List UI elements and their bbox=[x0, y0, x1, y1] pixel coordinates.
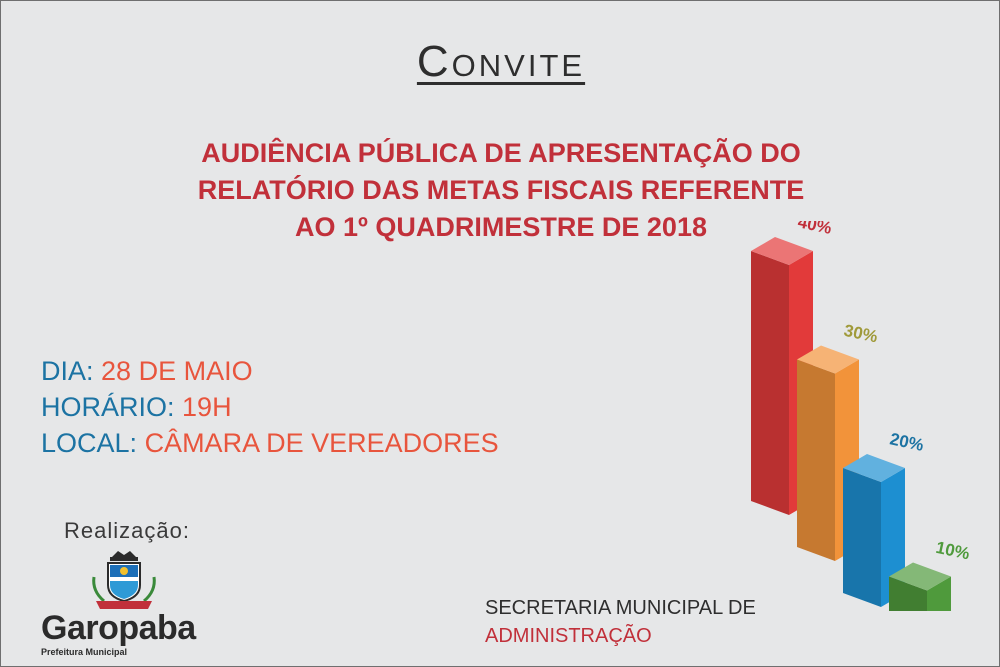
date-row: DIA: 28 DE MAIO bbox=[41, 353, 499, 389]
event-heading: AUDIÊNCIA PÚBLICA DE APRESENTAÇÃO DO REL… bbox=[151, 135, 851, 246]
heading-line-2: RELATÓRIO DAS METAS FISCAIS REFERENTE bbox=[197, 175, 805, 205]
bar-top-4 bbox=[889, 562, 951, 591]
page-title: Convite bbox=[416, 37, 586, 86]
heading-line-1: AUDIÊNCIA PÚBLICA DE APRESENTAÇÃO DO bbox=[201, 138, 801, 168]
bar-chart: 40% 30% 20% 10% bbox=[751, 221, 971, 611]
bar-top-1 bbox=[751, 237, 813, 265]
bar-label-3: 20% bbox=[888, 429, 925, 455]
bar-front-3 bbox=[843, 468, 881, 607]
time-label: HORÁRIO: bbox=[41, 392, 175, 422]
bar-top-2 bbox=[797, 345, 859, 374]
bar-top-3 bbox=[843, 454, 905, 482]
municipal-crest-icon bbox=[92, 551, 156, 609]
time-row: HORÁRIO: 19H bbox=[41, 389, 499, 425]
location-label: LOCAL: bbox=[41, 428, 138, 458]
heading-line-3: AO 1º QUADRIMESTRE DE 2018 bbox=[295, 212, 707, 242]
secretariat-line-2: ADMINISTRAÇÃO bbox=[485, 625, 652, 647]
municipality-name: Garopaba bbox=[41, 609, 196, 647]
municipality-subtitle: Prefeitura Municipal bbox=[41, 647, 128, 657]
bar-label-4: 10% bbox=[934, 538, 971, 564]
location-value: CÂMARA DE VEREADORES bbox=[144, 428, 499, 458]
bar-label-2: 30% bbox=[842, 321, 879, 347]
bar-front-4 bbox=[889, 576, 927, 611]
event-details: DIA: 28 DE MAIO HORÁRIO: 19H LOCAL: CÂMA… bbox=[41, 353, 499, 461]
organizer-label: Realização: bbox=[64, 518, 190, 543]
date-value: 28 DE MAIO bbox=[101, 356, 253, 386]
date-label: DIA: bbox=[41, 356, 94, 386]
location-row: LOCAL: CÂMARA DE VEREADORES bbox=[41, 425, 499, 461]
secretariat-line-1: SECRETARIA MUNICIPAL DE bbox=[485, 597, 756, 619]
bar-front-2 bbox=[797, 359, 835, 561]
bar-label-1: 40% bbox=[796, 221, 833, 238]
bar-front-1 bbox=[751, 251, 789, 515]
bar-side-4 bbox=[927, 576, 951, 611]
time-value: 19H bbox=[182, 392, 232, 422]
